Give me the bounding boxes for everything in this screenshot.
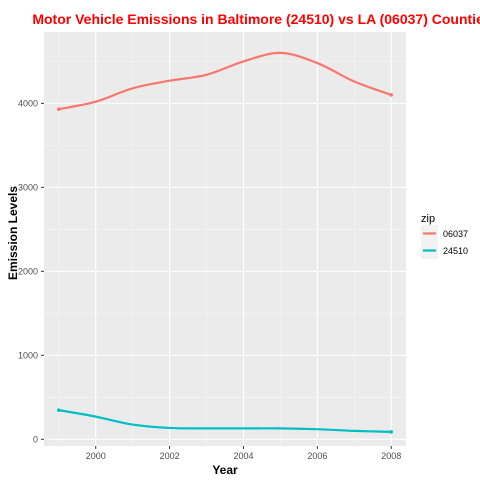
x-tick-label: 2000 bbox=[86, 451, 106, 461]
x-axis-title: Year bbox=[212, 463, 238, 477]
y-tick-label: 1000 bbox=[18, 350, 38, 360]
series-endpoint-24510 bbox=[389, 430, 394, 434]
y-tick-label: 4000 bbox=[18, 98, 38, 108]
series-lines bbox=[56, 51, 394, 434]
x-axis: 2000 2002 2004 2006 2008 bbox=[86, 446, 401, 461]
plot-panel bbox=[44, 32, 406, 446]
legend-label-06037: 06037 bbox=[443, 229, 468, 239]
y-axis: 0 1000 2000 3000 4000 bbox=[18, 98, 44, 444]
series-line-24510 bbox=[57, 409, 393, 433]
legend-label-24510: 24510 bbox=[443, 246, 468, 256]
y-axis-title: Emission Levels bbox=[6, 186, 20, 280]
x-tick-label: 2006 bbox=[307, 451, 327, 461]
series-endpoint-06037 bbox=[56, 107, 61, 111]
y-tick-label: 2000 bbox=[18, 266, 38, 276]
y-tick-label: 0 bbox=[33, 434, 38, 444]
legend: zip 06037 24510 bbox=[421, 213, 468, 259]
series-line-06037 bbox=[57, 51, 393, 111]
series-endpoint-06037 bbox=[389, 93, 394, 97]
x-tick-label: 2004 bbox=[233, 451, 253, 461]
chart-title: Motor Vehicle Emissions in Baltimore (24… bbox=[32, 11, 480, 27]
panel-background bbox=[44, 32, 406, 446]
legend-title: zip bbox=[421, 213, 435, 225]
series-endpoint-24510 bbox=[56, 408, 61, 412]
x-tick-label: 2002 bbox=[160, 451, 180, 461]
x-tick-label: 2008 bbox=[381, 451, 401, 461]
y-tick-label: 3000 bbox=[18, 182, 38, 192]
